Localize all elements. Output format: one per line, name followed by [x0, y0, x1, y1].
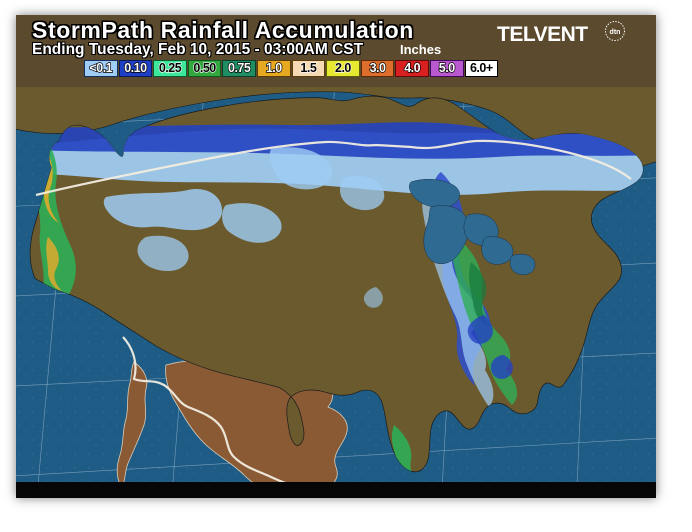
svg-text:dtn: dtn	[610, 29, 621, 36]
svg-text:TELVENT: TELVENT	[497, 23, 588, 46]
